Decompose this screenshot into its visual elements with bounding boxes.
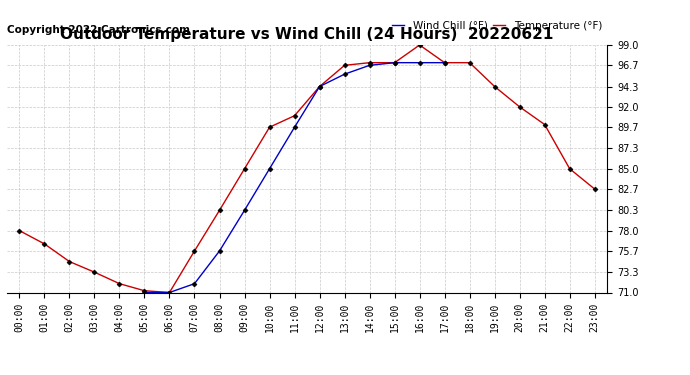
Text: Copyright 2022 Cartronics.com: Copyright 2022 Cartronics.com <box>7 25 190 35</box>
Legend: Wind Chill (°F), Temperature (°F): Wind Chill (°F), Temperature (°F) <box>392 21 602 30</box>
Title: Outdoor Temperature vs Wind Chill (24 Hours)  20220621: Outdoor Temperature vs Wind Chill (24 Ho… <box>60 27 554 42</box>
